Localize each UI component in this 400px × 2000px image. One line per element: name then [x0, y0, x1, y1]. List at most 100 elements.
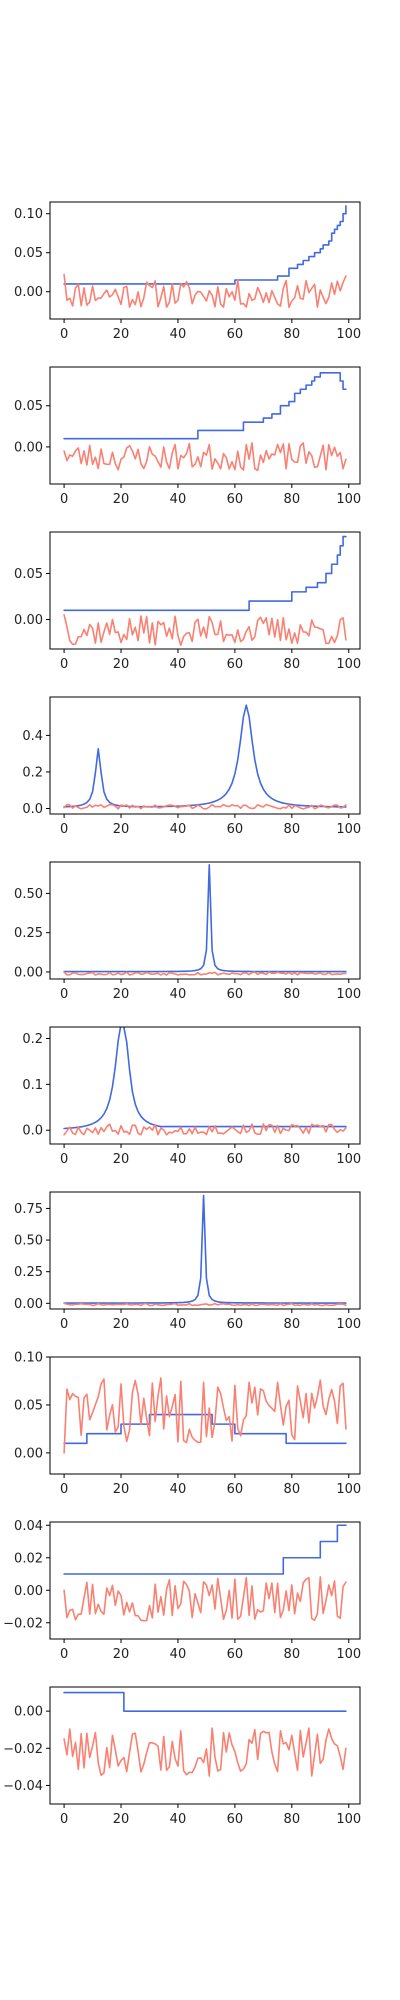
subplot-8-series-2-line — [63, 1377, 347, 1454]
subplot-5-ytick-label: 0.00 — [14, 965, 43, 980]
subplot-6-xtick-label: 40 — [170, 1152, 187, 1167]
subplot-5-xtick-label: 100 — [336, 987, 361, 1002]
subplot-6-xtick-label: 0 — [60, 1152, 68, 1167]
subplot-8-ytick-label: 0.05 — [14, 1398, 43, 1413]
subplot-5-xtick-label: 20 — [113, 987, 130, 1002]
subplot-9-xtick-label: 80 — [284, 1647, 301, 1662]
subplot-1-xtick-label: 60 — [227, 327, 244, 342]
subplot-5-series-2-line — [63, 971, 347, 976]
subplot-4-xtick-label: 20 — [113, 822, 130, 837]
subplot-4-series-2-line — [63, 803, 347, 810]
subplot-7-xtick-label: 100 — [336, 1317, 361, 1332]
subplot-8: 0 20 40 60 80 100 0.00 0.05 0.10 — [14, 1351, 361, 1498]
subplot-4-xtick-label: 100 — [336, 822, 361, 837]
subplot-9-xtick-label: 40 — [170, 1647, 187, 1662]
subplot-10: 0 20 40 60 80 100 −0.04 −0.02 0.00 — [3, 1686, 361, 1827]
subplot-9-axes-frame — [49, 1521, 361, 1640]
subplot-8-xtick-label: 60 — [227, 1482, 244, 1497]
subplot-5-xtick-label: 40 — [170, 987, 187, 1002]
subplot-4-ytick-label: 0.0 — [22, 802, 43, 817]
subplot-1-ytick-label: 0.00 — [14, 285, 43, 300]
subplot-5: 0 20 40 60 80 100 0.00 0.25 0.50 — [14, 861, 361, 1002]
subplot-2: 0 20 40 60 80 100 0.00 0.05 — [14, 366, 361, 507]
subplot-1-series-1-line — [63, 205, 347, 285]
subplot-10-xtick-label: 0 — [60, 1812, 68, 1827]
subplot-6-xtick-label: 20 — [113, 1152, 130, 1167]
subplot-1-xtick-label: 20 — [113, 327, 130, 342]
subplot-9-ytick-label: 0.04 — [14, 1519, 43, 1534]
subplot-5-xtick-label: 0 — [60, 987, 68, 1002]
subplot-6-ytick-label: 0.1 — [22, 1078, 43, 1093]
subplot-6-series-2-line — [63, 1123, 347, 1136]
subplot-3-axes-frame — [49, 531, 361, 650]
subplot-7-xtick-label: 0 — [60, 1317, 68, 1332]
subplot-8-xtick-label: 40 — [170, 1482, 187, 1497]
subplot-3-ytick-label: 0.05 — [14, 567, 43, 582]
subplot-1-xtick-label: 80 — [284, 327, 301, 342]
subplot-10-xtick-label: 40 — [170, 1812, 187, 1827]
subplot-2-xtick-label: 60 — [227, 492, 244, 507]
subplot-1-ytick-label: 0.10 — [14, 207, 43, 222]
subplot-7-ytick-label: 0.00 — [14, 1297, 43, 1312]
subplot-3-xtick-label: 0 — [60, 657, 68, 672]
subplot-10-ytick-label: 0.00 — [14, 1705, 43, 1720]
subplot-7-xtick-label: 60 — [227, 1317, 244, 1332]
subplot-4: 0 20 40 60 80 100 0.0 0.2 0.4 — [22, 696, 361, 837]
subplot-3-ytick-label: 0.00 — [14, 613, 43, 628]
subplot-7-xtick-label: 20 — [113, 1317, 130, 1332]
subplot-2-xtick-label: 100 — [336, 492, 361, 507]
subplot-8-xtick-label: 100 — [336, 1482, 361, 1497]
subplot-7-ytick-label: 0.50 — [14, 1234, 43, 1249]
subplot-8-xtick-label: 20 — [113, 1482, 130, 1497]
subplot-2-axes-frame — [49, 366, 361, 485]
subplot-7-xtick-label: 80 — [284, 1317, 301, 1332]
subplot-6-xtick-label: 60 — [227, 1152, 244, 1167]
subplot-6: 0 20 40 60 80 100 0.0 0.1 0.2 — [22, 1026, 361, 1167]
subplot-1: 0 20 40 60 80 100 0.00 0.05 0.10 — [14, 201, 361, 342]
subplot-6-ytick-label: 0.2 — [22, 1032, 43, 1047]
subplot-5-ytick-label: 0.50 — [14, 887, 43, 902]
subplot-7-ytick-label: 0.75 — [14, 1202, 43, 1217]
subplot-10-xtick-label: 80 — [284, 1812, 301, 1827]
subplot-3-xtick-label: 40 — [170, 657, 187, 672]
subplot-3: 0 20 40 60 80 100 0.00 0.05 — [14, 531, 361, 672]
subplot-7-ytick-label: 0.25 — [14, 1265, 43, 1280]
subplot-9-ytick-label: −0.02 — [3, 1616, 43, 1631]
subplot-9-series-1-line — [63, 1524, 347, 1575]
subplot-3-xtick-label: 80 — [284, 657, 301, 672]
subplot-3-xtick-label: 20 — [113, 657, 130, 672]
subplot-1-axes-frame — [49, 201, 361, 320]
subplot-9-xtick-label: 100 — [336, 1647, 361, 1662]
subplot-9-ytick-label: 0.00 — [14, 1584, 43, 1599]
subplot-5-series-1-line — [63, 864, 347, 973]
subplot-5-xtick-label: 60 — [227, 987, 244, 1002]
subplot-3-xtick-label: 100 — [336, 657, 361, 672]
subplot-4-ytick-label: 0.4 — [22, 729, 43, 744]
subplot-6-ytick-label: 0.0 — [22, 1124, 43, 1139]
subplot-8-ytick-label: 0.10 — [14, 1351, 43, 1366]
subplot-2-series-1-line — [63, 371, 347, 440]
subplot-10-ytick-label: −0.02 — [3, 1742, 43, 1757]
subplot-10-xtick-label: 100 — [336, 1812, 361, 1827]
subplot-8-axes-frame — [49, 1356, 361, 1475]
subplot-4-series-1-line — [63, 704, 347, 808]
subplot-3-xtick-label: 60 — [227, 657, 244, 672]
subplot-10-series-2-line — [63, 1727, 347, 1777]
subplot-10-xtick-label: 60 — [227, 1812, 244, 1827]
subplot-9: 0 20 40 60 80 100 −0.02 0.00 0.02 0.04 — [3, 1519, 361, 1662]
subplot-8-xtick-label: 0 — [60, 1482, 68, 1497]
subplot-6-xtick-label: 80 — [284, 1152, 301, 1167]
subplot-1-ytick-label: 0.05 — [14, 246, 43, 261]
subplot-2-ytick-label: 0.00 — [14, 440, 43, 455]
subplot-6-axes-frame — [49, 1026, 361, 1145]
subplot-8-xtick-label: 80 — [284, 1482, 301, 1497]
subplot-3-series-2-line — [63, 614, 347, 647]
subplot-1-xtick-label: 0 — [60, 327, 68, 342]
subplot-4-ytick-label: 0.2 — [22, 765, 43, 780]
subplot-5-ytick-label: 0.25 — [14, 926, 43, 941]
subplot-4-xtick-label: 60 — [227, 822, 244, 837]
subplot-5-xtick-label: 80 — [284, 987, 301, 1002]
subplot-7-axes-frame — [49, 1191, 361, 1310]
subplot-1-xtick-label: 40 — [170, 327, 187, 342]
